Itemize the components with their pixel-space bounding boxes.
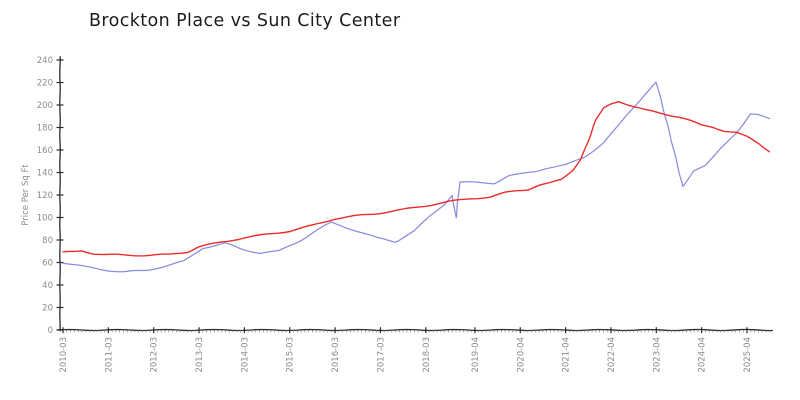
y-tick-label: 60 xyxy=(42,259,53,269)
y-tick-label: 140 xyxy=(37,169,53,179)
x-tick-label: 2013-03 xyxy=(195,337,205,373)
y-tick-label: 240 xyxy=(37,56,53,66)
x-tick-label: 2018-03 xyxy=(422,337,432,373)
y-tick-label: 40 xyxy=(42,281,53,291)
x-tick-label: 2015-03 xyxy=(286,337,296,373)
x-tick-label: 2022-04 xyxy=(607,337,617,373)
series-line-sun-city-center xyxy=(62,81,771,273)
x-tick-label: 2011-03 xyxy=(104,337,114,373)
y-axis-label: Price Per Sq Ft xyxy=(21,164,31,226)
x-tick-label: 2010-03 xyxy=(59,337,69,373)
y-tick-label: 220 xyxy=(37,79,53,89)
y-tick-label: 0 xyxy=(48,326,53,336)
y-tick-label: 160 xyxy=(37,146,53,156)
x-tick-label: 2024-04 xyxy=(698,337,708,373)
chart-title: Brockton Place vs Sun City Center xyxy=(89,11,401,31)
series-line-brockton-place xyxy=(62,101,771,257)
x-tick-label: 2020-04 xyxy=(516,337,526,373)
x-tick-label: 2014-03 xyxy=(240,337,250,373)
y-tick-label: 120 xyxy=(37,191,53,201)
x-tick-label: 2021-04 xyxy=(562,337,572,373)
x-tick-label: 2019-04 xyxy=(471,337,481,373)
x-tick-label: 2016-03 xyxy=(331,337,341,373)
x-tick-label: 2023-04 xyxy=(652,337,662,373)
x-axis-line xyxy=(56,328,773,332)
y-tick-label: 200 xyxy=(37,101,53,111)
y-tick-label: 20 xyxy=(42,304,53,314)
y-tick-label: 80 xyxy=(42,236,53,246)
x-tick-label: 2025-04 xyxy=(743,337,753,373)
x-tick-label: 2012-03 xyxy=(150,337,160,373)
y-tick-label: 180 xyxy=(37,124,53,134)
y-tick-label: 100 xyxy=(37,214,53,224)
x-tick-label: 2017-03 xyxy=(376,337,386,373)
